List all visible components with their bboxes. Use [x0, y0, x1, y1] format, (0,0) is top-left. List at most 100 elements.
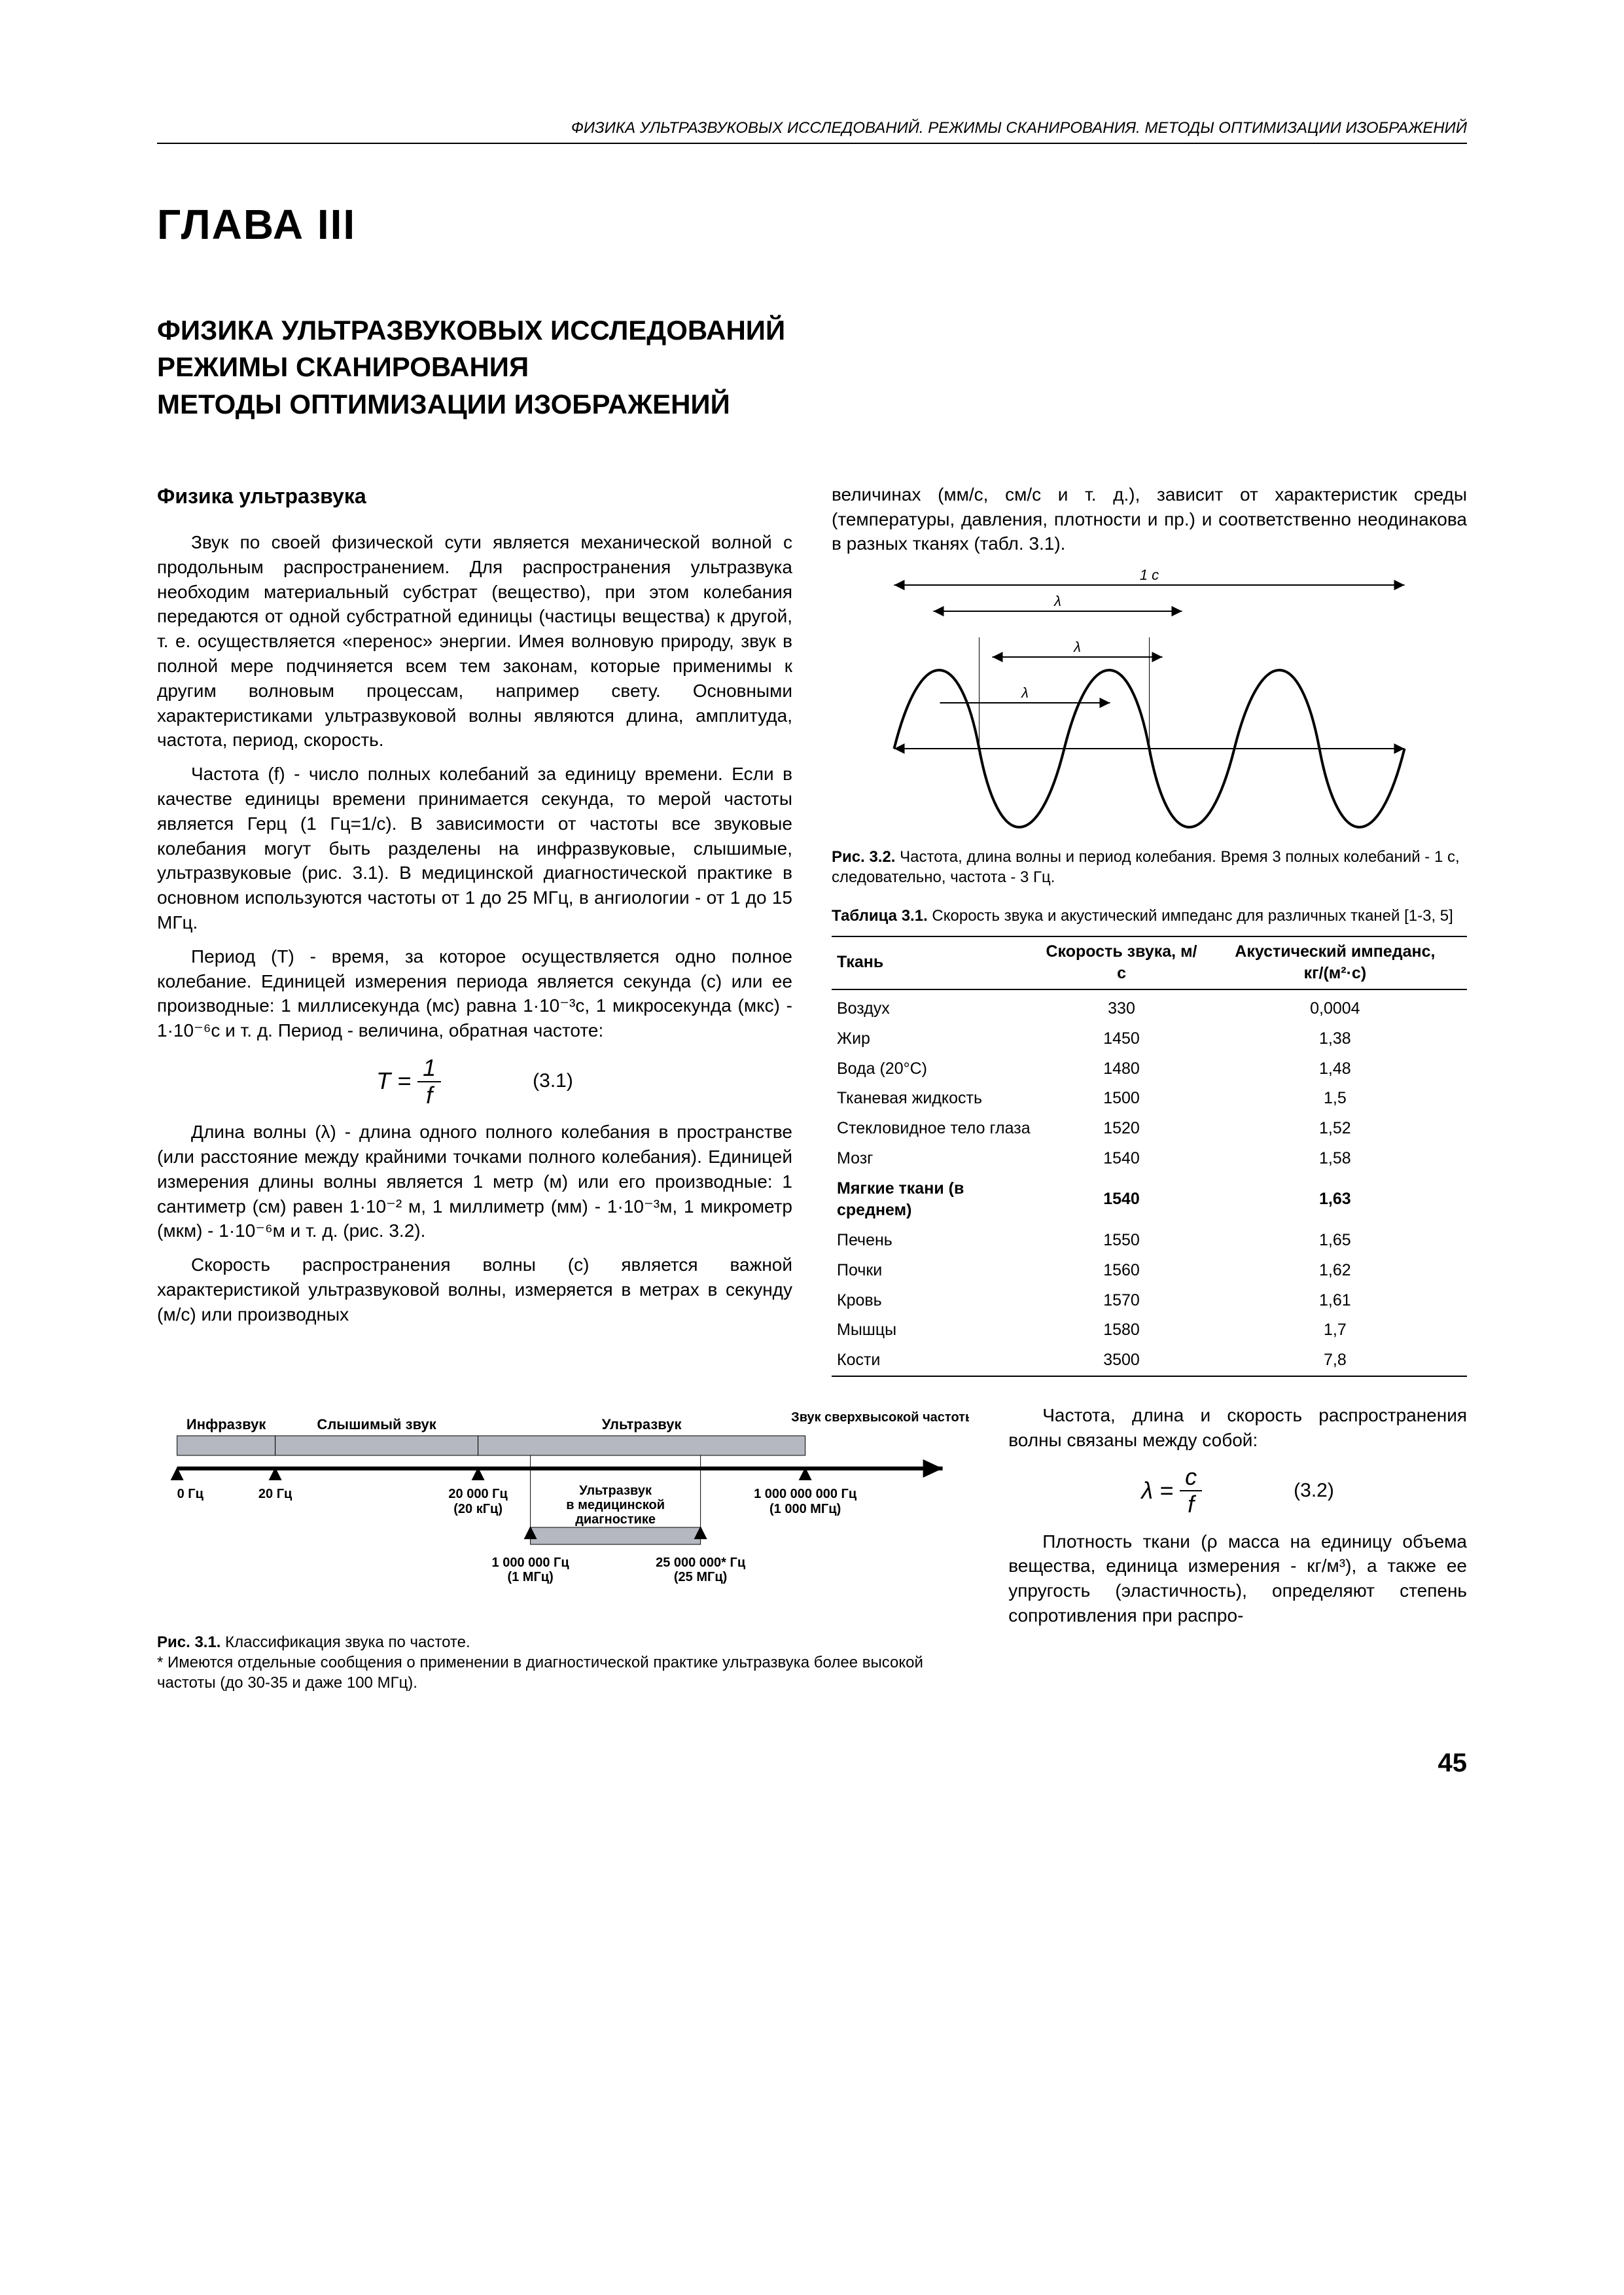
left-column: Физика ультразвука Звук по своей физичес… — [157, 482, 792, 1377]
table-cell: 1560 — [1040, 1256, 1203, 1286]
paragraph-r1: величинах (мм/с, см/с и т. д.), зависит … — [832, 482, 1467, 556]
table-cell: Кости — [832, 1345, 1040, 1376]
table-cell: 1550 — [1040, 1226, 1203, 1256]
table-cell: 1,38 — [1203, 1024, 1467, 1054]
table-cell: 1,62 — [1203, 1256, 1467, 1286]
table-cell: 1,5 — [1203, 1084, 1467, 1114]
table-cell: 1480 — [1040, 1054, 1203, 1084]
chapter-number: ГЛАВА III — [157, 196, 1467, 253]
svg-text:Слышимый звук: Слышимый звук — [317, 1416, 436, 1432]
svg-text:0 Гц: 0 Гц — [177, 1487, 204, 1501]
table31-caption-text: Скорость звука и акустический импеданс д… — [928, 907, 1453, 925]
right-column: величинах (мм/с, см/с и т. д.), зависит … — [832, 482, 1467, 1377]
table-cell: Жир — [832, 1024, 1040, 1054]
table-cell: 7,8 — [1203, 1345, 1467, 1376]
table-cell: 1580 — [1040, 1315, 1203, 1345]
svg-text:25 000 000* Гц: 25 000 000* Гц — [656, 1556, 746, 1570]
svg-text:20 000 Гц: 20 000 Гц — [448, 1487, 508, 1501]
figure-3-1-caption: Рис. 3.1. Классификация звука по частоте… — [157, 1632, 969, 1652]
table-cell: Печень — [832, 1226, 1040, 1256]
table-cell: 330 — [1040, 989, 1203, 1024]
paragraph-3: Период (T) - время, за которое осуществл… — [157, 944, 792, 1043]
table-row: Стекловидное тело глаза15201,52 — [832, 1114, 1467, 1144]
bottom-right-text: Частота, длина и скорость распространени… — [1008, 1403, 1467, 1637]
svg-text:(1 000 МГц): (1 000 МГц) — [769, 1502, 841, 1516]
eq1-denominator: f — [421, 1082, 438, 1109]
svg-text:(20 кГц): (20 кГц) — [453, 1502, 503, 1516]
title-line-1: ФИЗИКА УЛЬТРАЗВУКОВЫХ ИССЛЕДОВАНИЙ — [157, 312, 1467, 349]
paragraph-br1: Частота, длина и скорость распространени… — [1008, 1403, 1467, 1453]
svg-text:(25 МГц): (25 МГц) — [674, 1570, 727, 1584]
table-cell: 1,52 — [1203, 1114, 1467, 1144]
title-line-3: МЕТОДЫ ОПТИМИЗАЦИИ ИЗОБРАЖЕНИЙ — [157, 386, 1467, 423]
table-cell: 1,63 — [1203, 1174, 1467, 1226]
paragraph-4: Длина волны (λ) - длина одного полного к… — [157, 1120, 792, 1243]
table-cell: Мышцы — [832, 1315, 1040, 1345]
figure-3-1-note: * Имеются отдельные сообщения о применен… — [157, 1652, 969, 1693]
figure-3-2-wave: 1 с λ λ λ — [832, 565, 1467, 840]
eq2-denominator: f — [1182, 1491, 1199, 1518]
table31-col3: Акустический импеданс, кг/(м²·с) — [1203, 936, 1467, 990]
table-cell: 1,58 — [1203, 1144, 1467, 1174]
table-row: Почки15601,62 — [832, 1256, 1467, 1286]
table-row: Мозг15401,58 — [832, 1144, 1467, 1174]
eq2-number: (3.2) — [1294, 1478, 1334, 1504]
table-cell: Стекловидное тело глаза — [832, 1114, 1040, 1144]
table-cell: 1540 — [1040, 1174, 1203, 1226]
table-row: Кровь15701,61 — [832, 1286, 1467, 1316]
table-row: Мышцы15801,7 — [832, 1315, 1467, 1345]
eq1-numerator: 1 — [417, 1055, 441, 1082]
table-3-1-caption: Таблица 3.1. Скорость звука и акустическ… — [832, 906, 1467, 926]
table-cell: 1450 — [1040, 1024, 1203, 1054]
fig32-caption-label: Рис. 3.2. — [832, 848, 895, 866]
table-3-1: Ткань Скорость звука, м/с Акустический и… — [832, 936, 1467, 1377]
table-row: Вода (20°С)14801,48 — [832, 1054, 1467, 1084]
table-cell: 0,0004 — [1203, 989, 1467, 1024]
table-cell: 1520 — [1040, 1114, 1203, 1144]
equation-3-1: T = 1 f (3.1) — [157, 1055, 792, 1108]
table-cell: 1570 — [1040, 1286, 1203, 1316]
svg-text:1 000 000 Гц: 1 000 000 Гц — [492, 1556, 570, 1570]
table-cell: Почки — [832, 1256, 1040, 1286]
paragraph-5: Скорость распространения волны (с) являе… — [157, 1253, 792, 1326]
svg-text:Ультразвук: Ультразвук — [579, 1484, 652, 1498]
fig32-caption-text: Частота, длина волны и период колебания.… — [832, 848, 1460, 886]
table-row: Печень15501,65 — [832, 1226, 1467, 1256]
table-cell: Тканевая жидкость — [832, 1084, 1040, 1114]
table-cell: 1540 — [1040, 1144, 1203, 1174]
chapter-title-block: ФИЗИКА УЛЬТРАЗВУКОВЫХ ИССЛЕДОВАНИЙ РЕЖИМ… — [157, 312, 1467, 423]
page-number: 45 — [157, 1745, 1467, 1781]
section-subhead: Физика ультразвука — [157, 482, 792, 510]
table31-col2: Скорость звука, м/с — [1040, 936, 1203, 990]
svg-text:Звук сверхвысокой частоты: Звук сверхвысокой частоты — [791, 1410, 969, 1425]
table-cell: 1500 — [1040, 1084, 1203, 1114]
figure-3-2-caption: Рис. 3.2. Частота, длина волны и период … — [832, 847, 1467, 887]
table-cell: Кровь — [832, 1286, 1040, 1316]
table-row: Воздух3300,0004 — [832, 989, 1467, 1024]
paragraph-2: Частота (f) - число полных колебаний за … — [157, 762, 792, 935]
eq1-number: (3.1) — [533, 1068, 573, 1095]
svg-text:(1 МГц): (1 МГц) — [507, 1570, 553, 1584]
paragraph-1: Звук по своей физической сути является м… — [157, 530, 792, 753]
title-line-2: РЕЖИМЫ СКАНИРОВАНИЯ — [157, 349, 1467, 386]
table-cell: 3500 — [1040, 1345, 1203, 1376]
table-cell: Воздух — [832, 989, 1040, 1024]
table-cell: 1,7 — [1203, 1315, 1467, 1345]
table-row: Мягкие ткани (в среднем)15401,63 — [832, 1174, 1467, 1226]
table-row: Кости35007,8 — [832, 1345, 1467, 1376]
svg-text:1 000 000 000 Гц: 1 000 000 000 Гц — [754, 1487, 857, 1501]
fig32-label-1c: 1 с — [1140, 567, 1159, 583]
fig32-lambda-3: λ — [1021, 685, 1029, 701]
svg-text:20 Гц: 20 Гц — [258, 1487, 292, 1501]
bottom-row: Инфразвук Слышимый звук Ультразвук Звук … — [157, 1403, 1467, 1693]
svg-text:диагностике: диагностике — [575, 1512, 656, 1527]
fig31-caption-text: Классификация звука по частоте. — [221, 1633, 470, 1651]
fig32-lambda-1: λ — [1053, 593, 1061, 609]
svg-text:Инфразвук: Инфразвук — [186, 1416, 266, 1432]
table31-caption-label: Таблица 3.1. — [832, 907, 928, 925]
table-cell: 1,48 — [1203, 1054, 1467, 1084]
fig31-caption-label: Рис. 3.1. — [157, 1633, 221, 1651]
table-cell: Вода (20°С) — [832, 1054, 1040, 1084]
running-head: ФИЗИКА УЛЬТРАЗВУКОВЫХ ИССЛЕДОВАНИЙ. РЕЖИ… — [157, 118, 1467, 144]
eq2-numerator: c — [1180, 1464, 1202, 1491]
